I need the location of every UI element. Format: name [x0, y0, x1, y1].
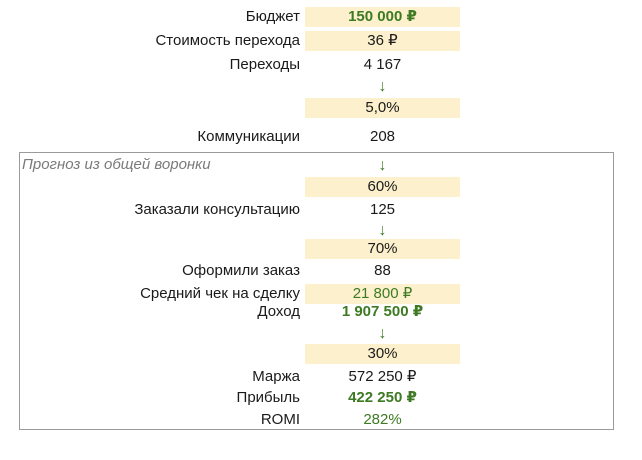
consultations-value: 125	[369, 201, 396, 218]
cost-per-click-value[interactable]: 36 ₽	[305, 31, 460, 51]
row-margin: Маржа 572 250 ₽	[0, 367, 642, 387]
average-check-value[interactable]: 21 800 ₽	[305, 284, 460, 304]
conversion-clicks-to-comms[interactable]: 5,0%	[305, 98, 460, 118]
average-check-label: Средний чек на сделку	[140, 285, 300, 302]
row-cost-per-click: Стоимость перехода 36 ₽	[0, 31, 642, 51]
row-budget: Бюджет 150 000 ₽	[0, 7, 642, 27]
conversion-comms-to-consult[interactable]: 60%	[305, 177, 460, 197]
down-arrow-icon: ↓	[378, 325, 387, 342]
row-average-check: Средний чек на сделку 21 800 ₽	[0, 284, 642, 304]
margin-percent-value[interactable]: 30%	[305, 344, 460, 364]
consultations-label: Заказали консультацию	[134, 201, 300, 218]
clicks-value: 4 167	[363, 56, 402, 73]
row-clicks: Переходы 4 167	[0, 55, 642, 75]
row-revenue: Доход 1 907 500 ₽	[0, 302, 642, 322]
forecast-box-title: Прогноз из общей воронки	[22, 156, 211, 173]
row-conversion-3: 70%	[0, 239, 642, 259]
row-conversion-1: 5,0%	[0, 98, 642, 118]
clicks-label: Переходы	[229, 56, 300, 73]
row-arrow-4: ↓	[0, 324, 642, 344]
revenue-value: 1 907 500 ₽	[341, 303, 424, 320]
cost-per-click-label: Стоимость перехода	[155, 32, 300, 49]
row-arrow-3: ↓	[0, 221, 642, 241]
margin-label: Маржа	[252, 368, 300, 385]
down-arrow-icon: ↓	[378, 222, 387, 239]
communications-label: Коммуникации	[197, 128, 300, 145]
profit-value: 422 250 ₽	[348, 389, 417, 406]
row-communications: Коммуникации 208	[0, 127, 642, 147]
conversion-consult-to-order[interactable]: 70%	[305, 239, 460, 259]
orders-value: 88	[374, 262, 391, 279]
budget-value[interactable]: 150 000 ₽	[305, 7, 460, 27]
revenue-label: Доход	[257, 303, 300, 320]
row-arrow-1: ↓	[0, 77, 642, 97]
row-margin-percent: 30%	[0, 344, 642, 364]
down-arrow-icon: ↓	[378, 157, 387, 174]
budget-label: Бюджет	[245, 8, 300, 25]
margin-value: 572 250 ₽	[348, 368, 417, 385]
forecast-box	[19, 152, 614, 430]
row-orders: Оформили заказ 88	[0, 261, 642, 281]
row-romi: ROMI 282%	[0, 410, 642, 430]
romi-value: 282%	[363, 411, 402, 428]
row-conversion-2: 60%	[0, 177, 642, 197]
row-consultations: Заказали консультацию 125	[0, 200, 642, 220]
row-profit: Прибыль 422 250 ₽	[0, 388, 642, 408]
down-arrow-icon: ↓	[378, 78, 387, 95]
orders-label: Оформили заказ	[182, 262, 300, 279]
profit-label: Прибыль	[236, 389, 300, 406]
row-arrow-2: ↓	[0, 156, 642, 176]
communications-value: 208	[369, 128, 396, 145]
romi-label: ROMI	[260, 411, 300, 428]
